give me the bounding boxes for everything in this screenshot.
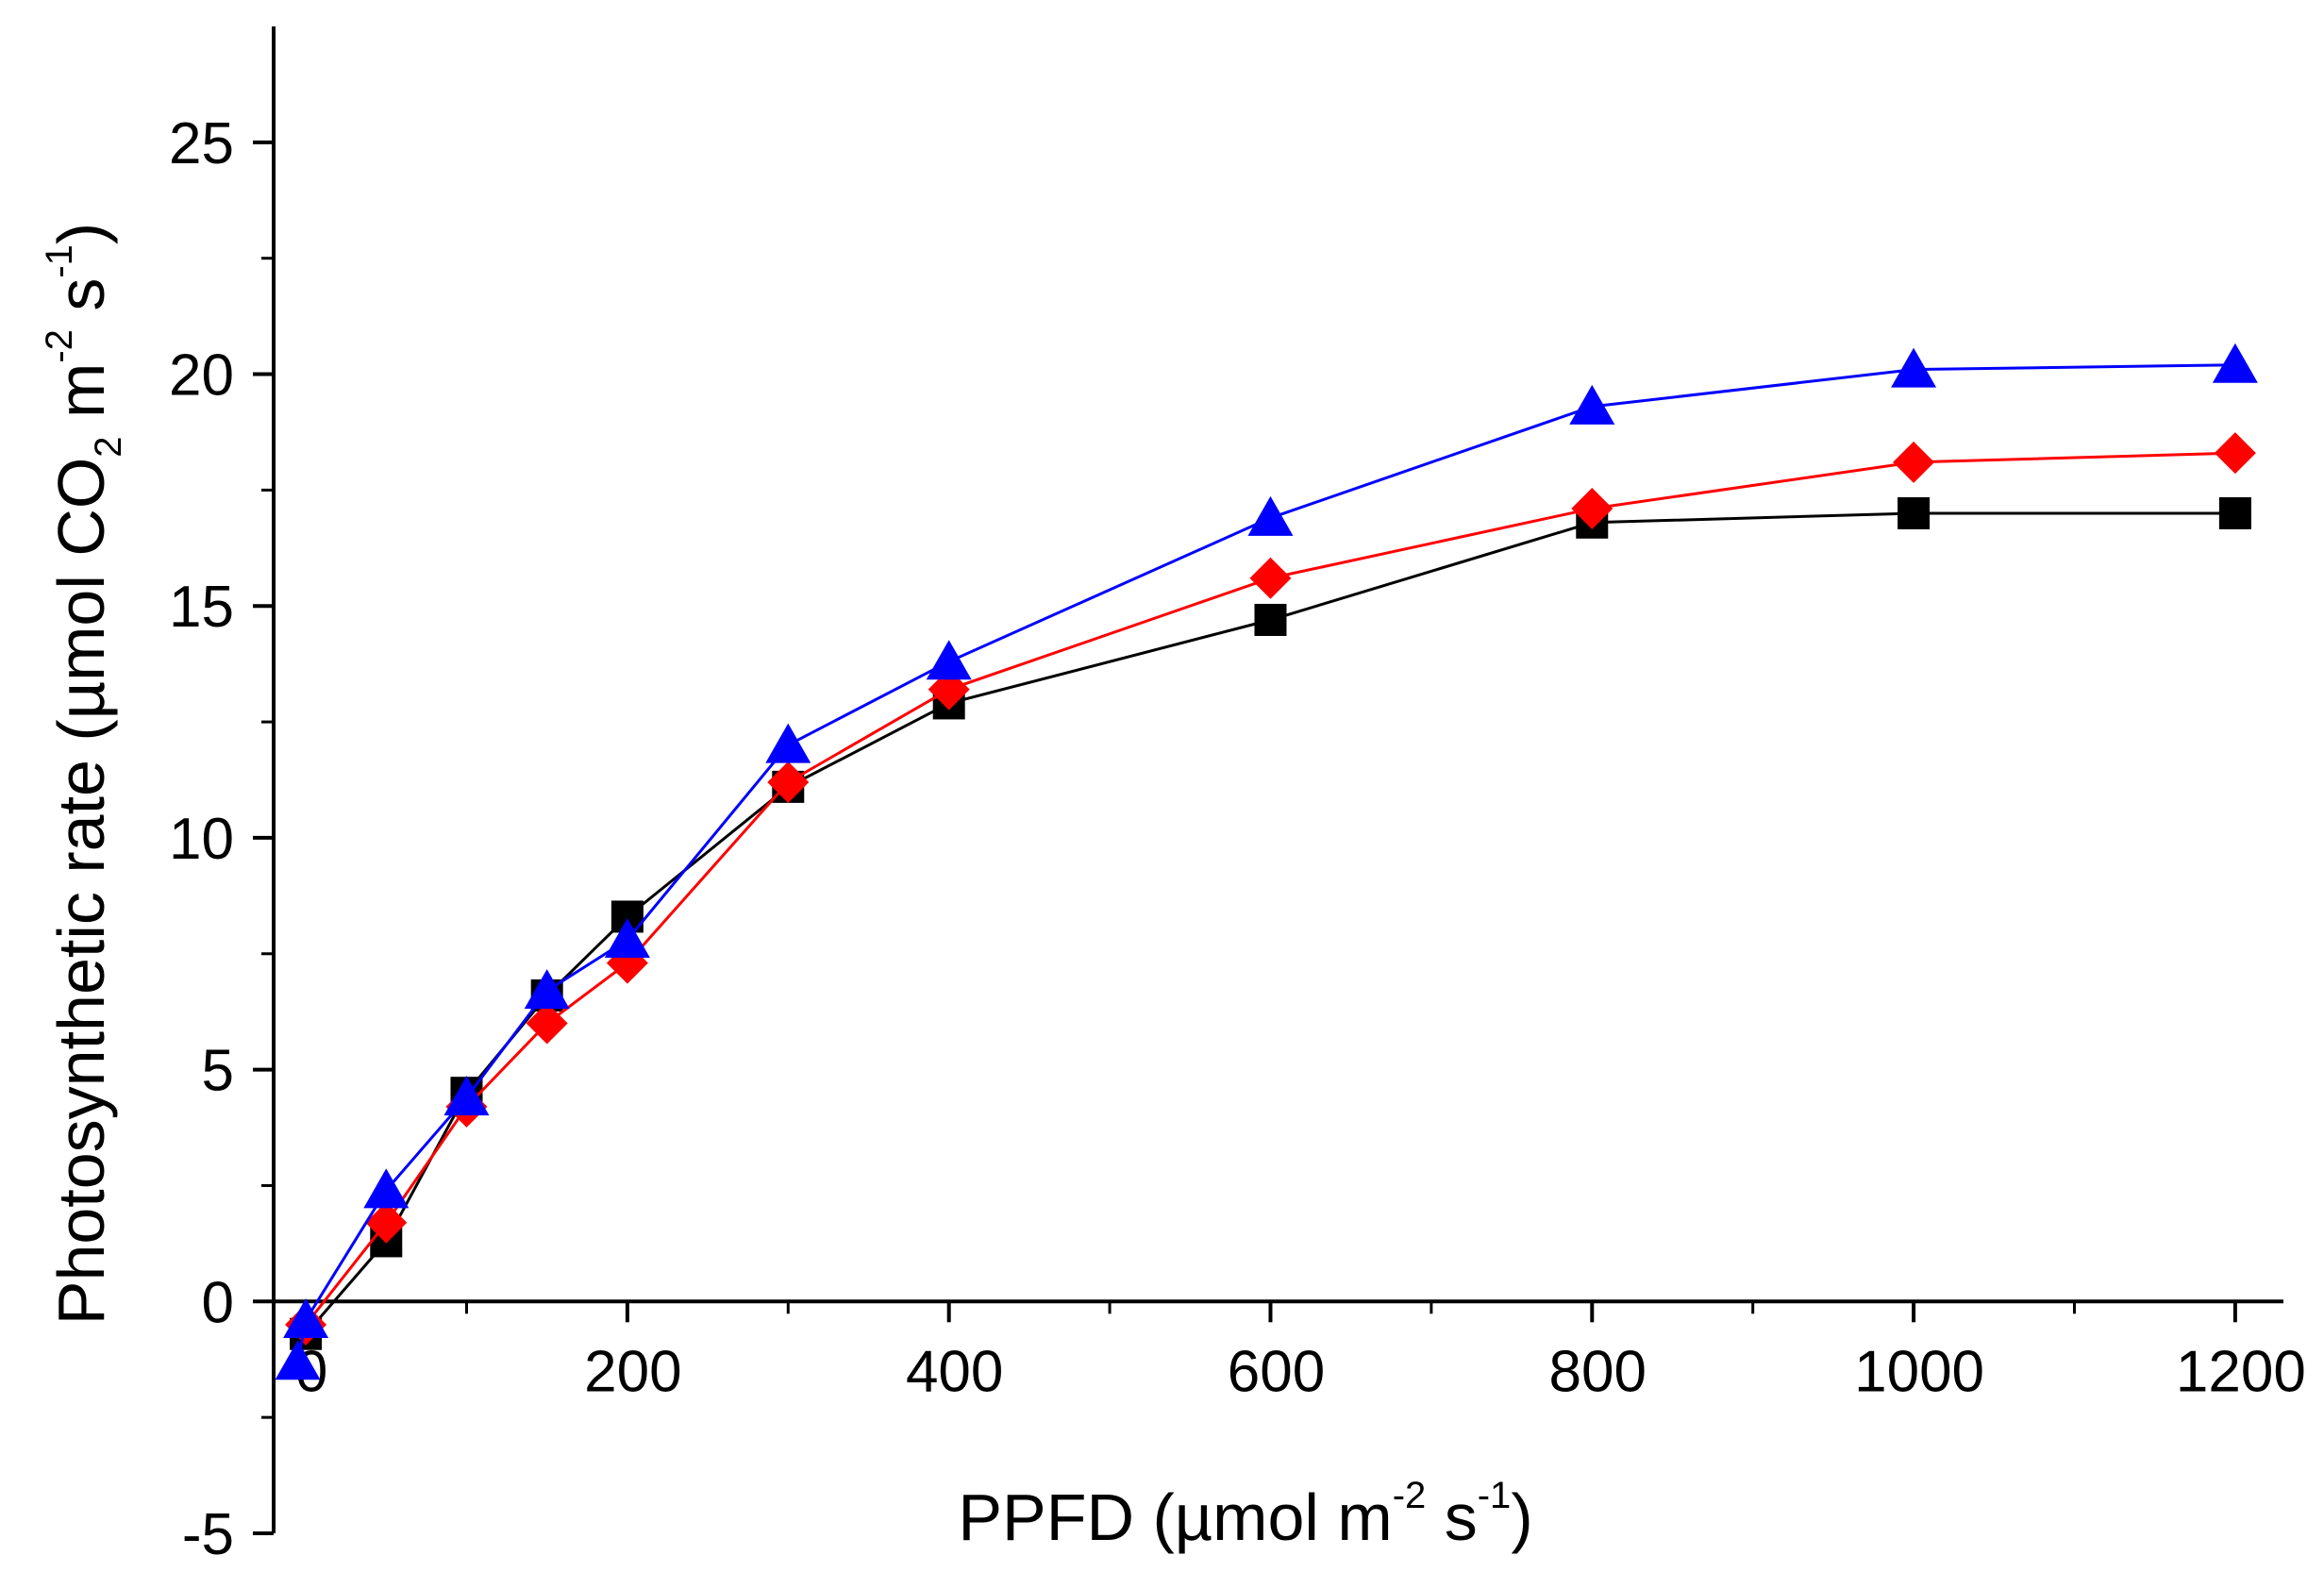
data-point-diamond bbox=[526, 1002, 568, 1045]
axes bbox=[272, 26, 2283, 1533]
data-point-diamond bbox=[2214, 432, 2256, 475]
series-line-black bbox=[304, 511, 2235, 1335]
y-tick-label: 5 bbox=[202, 1039, 234, 1104]
data-point-triangle bbox=[275, 1340, 321, 1380]
data-point-diamond bbox=[1249, 557, 1292, 599]
series-red bbox=[285, 432, 2256, 1346]
x-tick-label: 1000 bbox=[1854, 1339, 1984, 1404]
data-point-triangle bbox=[2212, 343, 2258, 383]
data-point-diamond bbox=[1571, 488, 1613, 530]
data-point-triangle bbox=[283, 1297, 329, 1338]
series-blue bbox=[275, 343, 2258, 1380]
data-point-triangle bbox=[363, 1168, 410, 1209]
data-point-triangle bbox=[765, 723, 811, 763]
data-point-diamond bbox=[1893, 441, 1935, 483]
data-point-diamond bbox=[365, 1201, 408, 1244]
ticks bbox=[253, 140, 2237, 1535]
y-axis-title: Photosynthetic rate (µmol CO2 m-2 s-1) bbox=[39, 223, 129, 1326]
x-tick-label: 1200 bbox=[2176, 1339, 2306, 1404]
data-point-triangle bbox=[1891, 347, 1937, 388]
y-tick-label: 15 bbox=[169, 575, 234, 640]
series-layer bbox=[275, 343, 2258, 1380]
data-point-square bbox=[1898, 496, 1931, 529]
y-tick-label: 25 bbox=[169, 111, 234, 176]
x-tick-label: 200 bbox=[584, 1339, 681, 1404]
data-point-square bbox=[1254, 603, 1287, 636]
y-tick-label: -5 bbox=[182, 1502, 234, 1567]
series-line-blue bbox=[296, 363, 2235, 1363]
y-tick-label: 20 bbox=[169, 343, 234, 409]
data-point-triangle bbox=[1247, 495, 1294, 536]
x-axis-title: PPFD (µmol m-2 s-1) bbox=[958, 1475, 1532, 1554]
y-tick-label: 10 bbox=[169, 807, 234, 872]
x-tick-label: 400 bbox=[906, 1339, 1003, 1404]
x-tick-label: 800 bbox=[1549, 1339, 1647, 1404]
data-point-triangle bbox=[524, 969, 570, 1010]
x-tick-label: 600 bbox=[1228, 1339, 1325, 1404]
data-point-square bbox=[2218, 496, 2251, 529]
data-point-triangle bbox=[604, 918, 650, 959]
data-point-diamond bbox=[767, 761, 810, 803]
series-black bbox=[290, 496, 2251, 1350]
data-point-triangle bbox=[1569, 384, 1615, 425]
data-point-triangle bbox=[926, 640, 972, 680]
data-point-triangle bbox=[443, 1076, 490, 1116]
y-tick-label: 0 bbox=[202, 1270, 234, 1335]
